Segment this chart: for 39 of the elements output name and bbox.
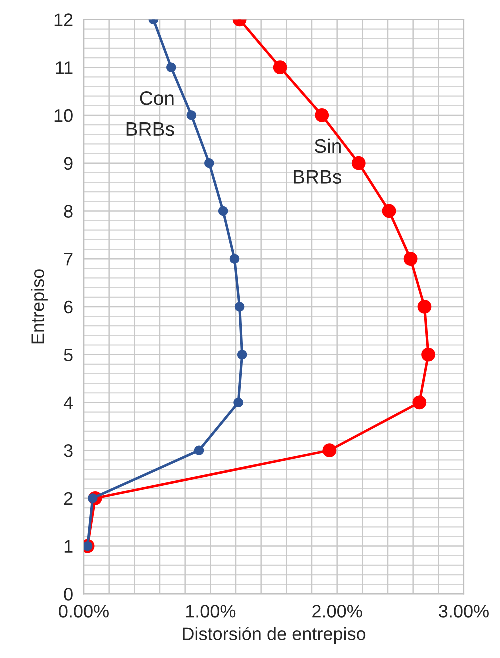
y-tick-label: 2 <box>64 492 73 505</box>
point <box>412 396 427 410</box>
x-tick-label: 3.00% <box>439 605 489 618</box>
point <box>186 110 197 120</box>
point <box>404 252 418 266</box>
point <box>382 204 396 218</box>
point <box>218 206 228 216</box>
point <box>234 398 244 408</box>
y-tick-label: 3 <box>64 444 73 458</box>
x-tick-label: 2.00% <box>312 605 362 618</box>
y-tick-label: 0 <box>64 588 73 601</box>
point <box>273 60 288 75</box>
y-tick-label: 6 <box>64 300 73 314</box>
y-tick-label: 1 <box>64 540 73 553</box>
series-label: Con BRBs <box>126 92 174 136</box>
point <box>237 350 248 360</box>
point <box>422 348 436 362</box>
point <box>315 108 330 122</box>
point <box>204 158 214 168</box>
point <box>352 156 366 170</box>
x-axis-title: Distorsión de entrepiso <box>183 626 366 644</box>
point <box>166 62 176 72</box>
y-tick-label: 8 <box>64 205 73 218</box>
x-tick-label: 1.00% <box>186 605 236 618</box>
point <box>230 254 240 264</box>
point <box>234 302 245 312</box>
y-tick-label: 11 <box>56 62 73 74</box>
y-tick-label: 10 <box>54 109 73 122</box>
y-tick-label: 12 <box>54 14 73 26</box>
y-tick-label: 7 <box>64 253 73 266</box>
point <box>418 300 432 314</box>
y-tick-label: 5 <box>64 348 73 362</box>
y-tick-label: 9 <box>64 157 73 170</box>
point <box>194 446 204 456</box>
series-label: Sin BRBs <box>294 138 342 184</box>
y-axis-title: Entrepiso <box>31 270 48 344</box>
point <box>322 444 337 458</box>
y-tick-label: 4 <box>64 396 74 410</box>
x-tick-label: 0.00% <box>59 605 109 618</box>
